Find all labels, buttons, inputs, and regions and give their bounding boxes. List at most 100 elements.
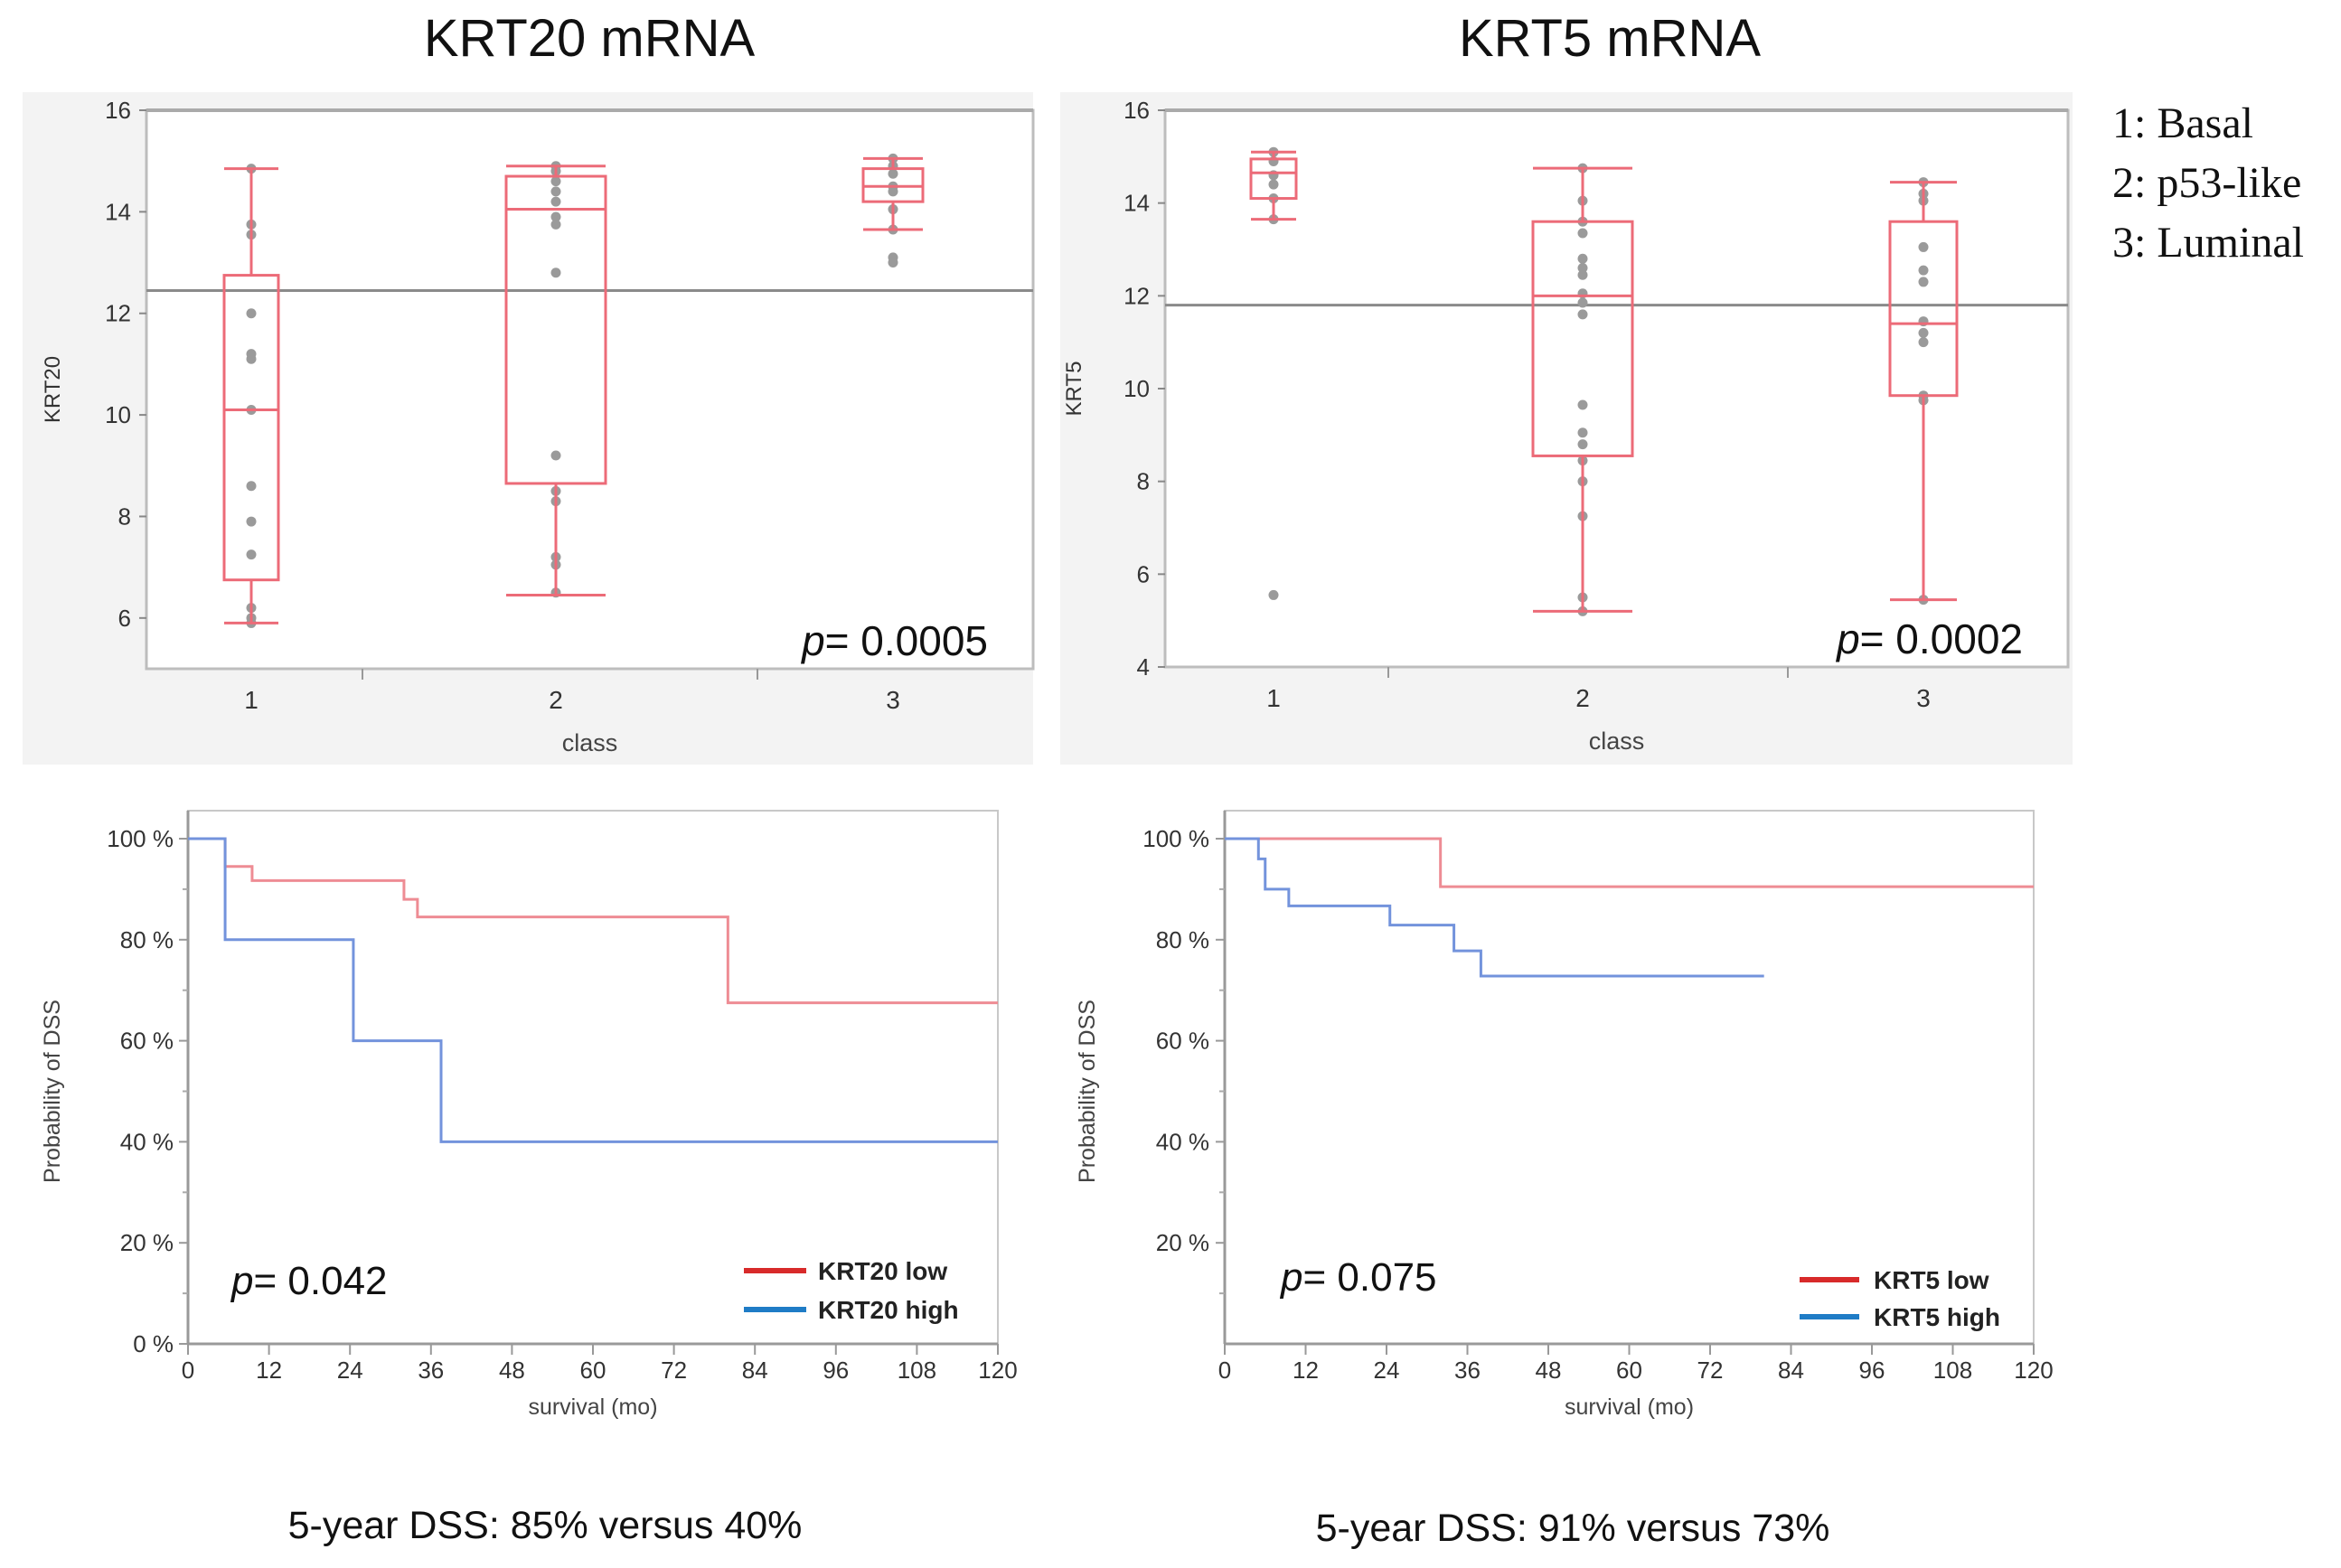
y-tick-label: 0 % — [133, 1330, 174, 1357]
y-tick-label: 6 — [118, 605, 131, 632]
p-symbol: p — [800, 617, 825, 664]
y-tick-label: 80 % — [120, 926, 174, 953]
box-class-3 — [861, 153, 925, 268]
y-tick-label: 8 — [1137, 468, 1150, 495]
x-tick-label: 0 — [1218, 1357, 1231, 1384]
data-point — [550, 211, 561, 222]
y-tick-label: 14 — [1123, 190, 1150, 217]
class-legend: 1: Basal 2: p53-like 3: Luminal — [2112, 99, 2304, 267]
data-point — [1918, 337, 1929, 348]
data-point — [246, 481, 257, 492]
data-point — [550, 186, 561, 197]
data-point — [550, 450, 561, 461]
box-class-1 — [222, 164, 280, 628]
p-value-label: p= 0.0002 — [1835, 615, 2023, 662]
data-point — [1268, 589, 1279, 600]
x-tick-label: 12 — [1293, 1357, 1319, 1384]
x-tick-label: 108 — [1933, 1357, 1972, 1384]
y-tick-label: 20 % — [120, 1229, 174, 1256]
p-value-label: p= 0.042 — [230, 1259, 388, 1303]
x-tick-label: 36 — [1454, 1357, 1481, 1384]
survival-chart: 0 % 20 % 40 % 60 % 80 % 100 % 0 12 24 36 48 60 72 84 9… — [40, 810, 1018, 1420]
iqr-box — [1888, 220, 1959, 398]
plot-area — [1224, 810, 2035, 1345]
p-value-label: p= 0.075 — [1279, 1255, 1437, 1300]
x-tick-label: 3 — [1916, 684, 1931, 712]
x-tick-label: 60 — [1616, 1357, 1642, 1384]
data-point — [1577, 427, 1588, 438]
data-point — [246, 516, 257, 527]
data-point — [1577, 297, 1588, 308]
survival-curve-high — [188, 837, 998, 1143]
data-point — [1577, 263, 1588, 274]
box-class-2 — [504, 161, 607, 598]
data-point — [1918, 265, 1929, 276]
x-axis-label: class — [1589, 728, 1645, 755]
title-krt20: KRT20 mRNA — [424, 9, 756, 68]
iqr-box — [222, 274, 280, 582]
x-tick-label: 108 — [898, 1357, 936, 1384]
y-tick-label: 10 — [105, 401, 131, 428]
x-axis-label: survival (mo) — [1565, 1394, 1694, 1420]
x-tick-label: 1 — [244, 686, 259, 714]
class-legend-item: 3: Luminal — [2112, 219, 2304, 267]
data-point — [550, 176, 561, 187]
data-point — [1577, 399, 1588, 410]
x-axis-label: class — [562, 729, 618, 756]
data-point — [246, 308, 257, 319]
data-point — [550, 219, 561, 230]
x-tick-label: 36 — [418, 1357, 444, 1384]
iqr-box — [504, 174, 607, 485]
data-point — [888, 186, 898, 197]
x-tick-label: 0 — [182, 1357, 194, 1384]
data-point — [550, 196, 561, 207]
iqr-box — [1531, 220, 1634, 457]
y-tick-label: 100 % — [107, 825, 174, 852]
x-tick-label: 2 — [1575, 684, 1590, 712]
legend-label-low: KRT5 low — [1874, 1266, 1989, 1294]
x-tick-label: 2 — [549, 686, 563, 714]
y-axis-label: Probability of DSS — [1075, 1000, 1100, 1183]
data-point — [888, 258, 898, 268]
title-krt5: KRT5 mRNA — [1459, 9, 1761, 68]
data-point — [1268, 179, 1279, 190]
data-point — [1577, 439, 1588, 450]
y-axis-label: KRT20 — [41, 356, 65, 423]
x-tick-label: 48 — [499, 1357, 525, 1384]
p-value: = 0.042 — [253, 1259, 387, 1303]
data-point — [1577, 269, 1588, 280]
y-tick-label: 12 — [1123, 282, 1150, 309]
data-point — [1577, 309, 1588, 320]
x-tick-label: 48 — [1536, 1357, 1562, 1384]
p-value: = 0.0002 — [1860, 615, 2023, 662]
box-class-1 — [1249, 146, 1298, 600]
y-tick-label: 16 — [105, 97, 131, 124]
x-tick-label: 120 — [978, 1357, 1017, 1384]
survival-chart: 20 % 40 % 60 % 80 % 100 % 0 12 24 36 48 60 72 84 96 10… — [1075, 810, 2054, 1420]
legend-label-low: KRT20 low — [818, 1257, 947, 1285]
x-tick-label: 24 — [337, 1357, 363, 1384]
y-tick-label: 14 — [105, 198, 131, 225]
data-point — [246, 549, 257, 560]
y-tick-label: 12 — [105, 300, 131, 327]
y-tick-label: 4 — [1137, 653, 1150, 681]
p-symbol: p — [1279, 1255, 1302, 1300]
y-tick-label: 6 — [1137, 560, 1150, 587]
x-tick-label: 84 — [1778, 1357, 1804, 1384]
data-point — [246, 353, 257, 364]
x-tick-label: 96 — [823, 1357, 849, 1384]
data-point — [888, 168, 898, 179]
x-tick-label: 72 — [1697, 1357, 1724, 1384]
x-tick-label: 120 — [2014, 1357, 2053, 1384]
iqr-box — [1249, 157, 1298, 201]
class-legend-item: 2: p53-like — [2112, 159, 2301, 207]
plot-area — [145, 108, 1035, 671]
class-legend-item: 1: Basal — [2112, 99, 2253, 147]
p-symbol: p — [230, 1259, 253, 1303]
y-tick-label: 16 — [1123, 97, 1150, 124]
x-tick-label: 72 — [661, 1357, 687, 1384]
x-axis-label: survival (mo) — [528, 1394, 657, 1420]
data-point — [1577, 253, 1588, 264]
